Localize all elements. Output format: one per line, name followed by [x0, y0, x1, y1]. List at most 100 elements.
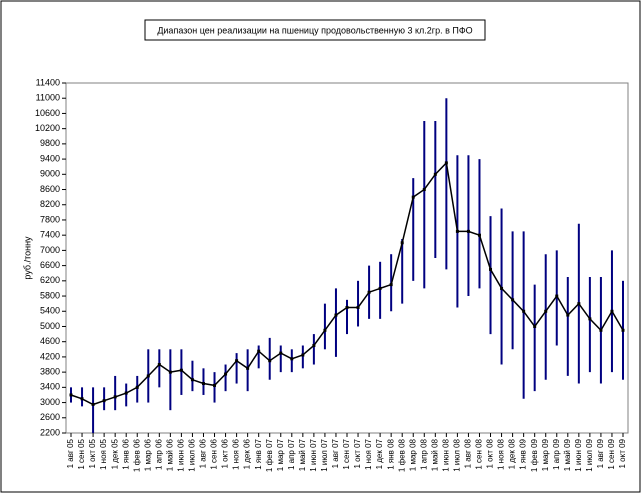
x-tick-label: 1 окт 05 — [88, 438, 97, 468]
close-point — [102, 399, 106, 403]
x-tick-label: 1 ноя 08 — [497, 438, 506, 470]
x-tick-label: 1 май 08 — [430, 438, 439, 471]
y-tick-label: 11000 — [36, 93, 60, 103]
close-point — [356, 305, 360, 309]
x-tick-label: 1 окт 08 — [486, 438, 495, 468]
close-point — [367, 290, 371, 294]
y-axis-label: руб./тонну — [22, 236, 32, 280]
x-tick-label: 1 сен 06 — [210, 438, 219, 469]
y-tick-label: 5800 — [40, 290, 60, 300]
x-tick-label: 1 апр 06 — [154, 438, 163, 470]
close-point — [91, 402, 95, 406]
x-tick-label: 1 дек 07 — [375, 438, 384, 469]
x-tick-label: 1 фев 08 — [397, 438, 406, 472]
x-tick-label: 1 ноя 05 — [99, 438, 108, 470]
x-tick-label: 1 авг 06 — [199, 438, 208, 468]
close-point — [257, 349, 261, 353]
close-point — [80, 397, 84, 401]
close-point — [544, 309, 548, 313]
plot-area — [65, 82, 629, 434]
x-tick-label: 1 окт 09 — [618, 438, 627, 468]
x-tick-label: 1 янв 08 — [386, 438, 395, 469]
close-point — [235, 359, 239, 363]
close-point — [455, 229, 459, 233]
y-tick-label: 2200 — [40, 427, 60, 437]
close-point — [334, 313, 338, 317]
y-tick-label: 5000 — [40, 321, 60, 331]
x-tick-label: 1 окт 07 — [353, 438, 362, 468]
y-tick-label: 7800 — [40, 214, 60, 224]
close-point — [146, 374, 150, 378]
x-tick-label: 1 авг 05 — [66, 438, 75, 468]
title-box — [144, 19, 486, 41]
close-point — [577, 302, 581, 306]
x-tick-label: 1 янв 07 — [254, 438, 263, 469]
close-point — [113, 395, 117, 399]
x-tick-label: 1 сен 07 — [342, 438, 351, 469]
x-tick-label: 1 май 09 — [563, 438, 572, 471]
x-tick-label: 1 июл 08 — [453, 438, 462, 471]
close-point — [290, 357, 294, 361]
x-tick-label: 1 апр 07 — [287, 438, 296, 470]
y-tick-label: 3800 — [40, 367, 60, 377]
x-tick-label: 1 дек 06 — [243, 438, 252, 469]
close-point — [566, 313, 570, 317]
x-tick-label: 1 сен 09 — [607, 438, 616, 469]
close-point — [500, 286, 504, 290]
close-point — [378, 286, 382, 290]
x-tick-label: 1 сен 08 — [475, 438, 484, 469]
close-point — [621, 328, 625, 332]
x-tick-label: 1 мар 09 — [541, 438, 550, 471]
x-tick-label: 1 дек 05 — [110, 438, 119, 469]
close-point — [201, 382, 205, 386]
y-tick-label: 4200 — [40, 351, 60, 361]
close-point — [411, 195, 415, 199]
y-tick-label: 3000 — [40, 397, 60, 407]
close-point — [433, 172, 437, 176]
close-point — [422, 188, 426, 192]
close-point — [511, 298, 515, 302]
x-tick-label: 1 авг 07 — [331, 438, 340, 468]
close-point — [190, 378, 194, 382]
x-tick-label: 1 май 06 — [165, 438, 174, 471]
close-point — [389, 283, 393, 287]
close-point — [279, 351, 283, 355]
x-tick-label: 1 июн 08 — [441, 438, 450, 471]
x-tick-label: 1 апр 09 — [552, 438, 561, 470]
close-point — [477, 233, 481, 237]
close-point — [224, 372, 228, 376]
x-tick-label: 1 июл 07 — [320, 438, 329, 471]
x-tick-label: 1 окт 06 — [221, 438, 230, 468]
y-tick-label: 6600 — [40, 260, 60, 270]
x-tick-label: 1 янв 09 — [519, 438, 528, 469]
y-tick-label: 10600 — [35, 108, 60, 118]
close-point — [168, 370, 172, 374]
x-tick-label: 1 июл 09 — [585, 438, 594, 471]
x-tick-label: 1 мар 08 — [408, 438, 417, 471]
y-tick-label: 3400 — [40, 382, 60, 392]
x-tick-label: 1 авг 09 — [596, 438, 605, 468]
x-tick-label: 1 дек 08 — [508, 438, 517, 469]
y-tick-label: 9400 — [40, 153, 60, 163]
x-tick-label: 1 ноя 06 — [232, 438, 241, 470]
x-tick-label: 1 апр 08 — [419, 438, 428, 470]
close-point — [213, 383, 217, 387]
close-point — [599, 328, 603, 332]
close-point — [246, 366, 250, 370]
y-tick-label: 9800 — [40, 138, 60, 148]
x-tick-label: 1 май 07 — [298, 438, 307, 471]
close-point — [69, 393, 73, 397]
close-point — [588, 317, 592, 321]
y-tick-label: 5400 — [40, 306, 60, 316]
y-tick-label: 6200 — [40, 275, 60, 285]
close-point — [312, 344, 316, 347]
close-point — [268, 359, 272, 363]
x-tick-label: 1 июн 09 — [574, 438, 583, 471]
close-point — [610, 309, 614, 313]
close-point — [466, 229, 470, 233]
close-point — [555, 294, 559, 298]
x-tick-label: 1 сен 05 — [77, 438, 86, 469]
close-point — [489, 267, 493, 271]
close-point — [157, 363, 161, 367]
